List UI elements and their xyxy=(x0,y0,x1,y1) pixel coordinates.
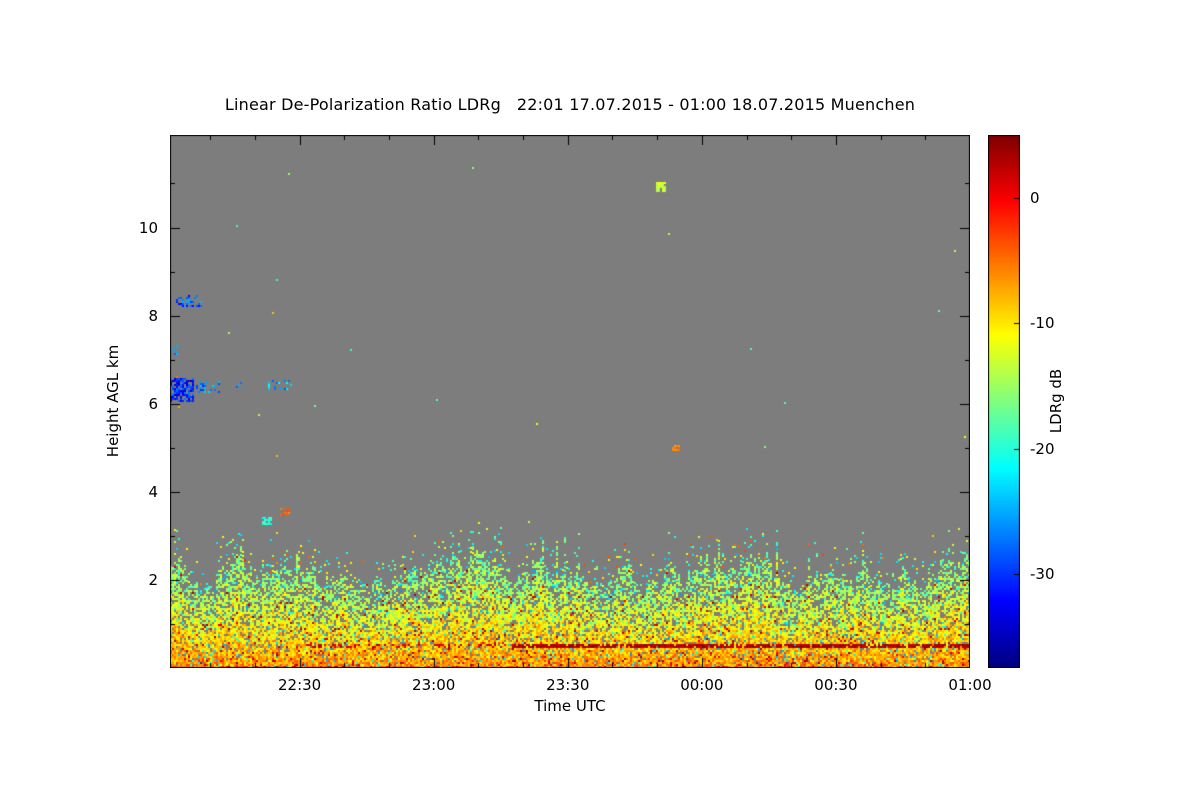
x-tick-label: 22:30 xyxy=(277,676,322,694)
colorbar-label: LDRg dB xyxy=(1047,368,1065,434)
colorbar-tick-label: -30 xyxy=(1030,564,1055,583)
y-tick-label: 2 xyxy=(148,570,158,589)
x-tick-label: 00:00 xyxy=(680,676,724,694)
colorbar-tick-label: -20 xyxy=(1030,439,1055,458)
y-tick-label: 4 xyxy=(148,482,158,501)
chart-title: Linear De-Polarization Ratio LDRg 22:01 … xyxy=(224,95,916,114)
x-tick-label: 23:30 xyxy=(546,676,590,694)
heatmap-plot-canvas xyxy=(170,135,970,668)
x-tick-label: 00:30 xyxy=(814,676,858,694)
x-axis-label: Time UTC xyxy=(534,697,606,715)
colorbar-canvas xyxy=(988,135,1020,668)
y-tick-label: 6 xyxy=(148,394,158,413)
x-tick-label: 23:00 xyxy=(412,676,456,694)
x-tick-label: 01:00 xyxy=(948,676,992,694)
y-tick-label: 8 xyxy=(148,306,158,325)
colorbar-tick-label: -10 xyxy=(1030,314,1055,333)
colorbar-tick-label: 0 xyxy=(1030,188,1040,207)
y-tick-label: 10 xyxy=(138,218,158,237)
